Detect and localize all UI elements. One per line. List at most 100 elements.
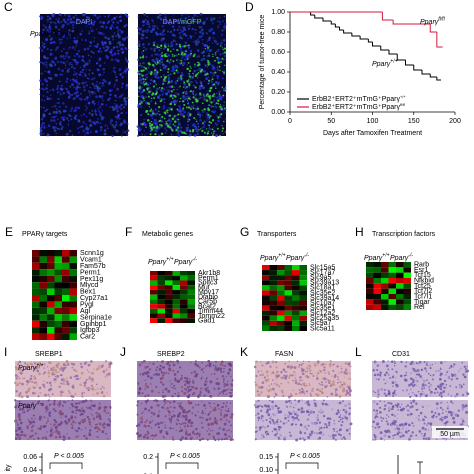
- texture-dot: [198, 87, 200, 90]
- texture-dot: [76, 435, 79, 438]
- texture-dot: [186, 424, 189, 426]
- texture-dot: [173, 19, 177, 23]
- texture-dot: [192, 41, 194, 43]
- texture-dot: [115, 96, 117, 99]
- texture-dot: [199, 416, 202, 419]
- heatmap-cell: [165, 304, 173, 309]
- texture-dot: [41, 82, 44, 86]
- texture-dot: [439, 394, 441, 396]
- gfp-dot: [219, 134, 221, 137]
- texture-dot: [188, 85, 190, 88]
- texture-dot: [45, 61, 48, 64]
- texture-dot: [71, 424, 74, 427]
- texture-dot: [40, 364, 43, 367]
- texture-dot: [439, 378, 442, 381]
- texture-dot: [193, 433, 196, 436]
- texture-dot: [331, 364, 334, 366]
- texture-dot: [137, 43, 141, 47]
- heatmap-cell: [292, 285, 300, 291]
- texture-dot: [103, 426, 106, 429]
- texture-dot: [294, 374, 296, 376]
- texture-dot: [78, 97, 81, 100]
- texture-dot: [228, 368, 231, 371]
- texture-dot: [33, 438, 35, 440]
- texture-dot: [114, 115, 117, 118]
- gfp-dot: [173, 103, 176, 106]
- texture-dot: [314, 364, 317, 367]
- texture-dot: [94, 112, 97, 114]
- texture-dot: [175, 43, 178, 46]
- heatmap-cell: [32, 327, 40, 334]
- texture-dot: [91, 82, 94, 86]
- texture-dot: [69, 376, 73, 379]
- texture-dot: [137, 134, 140, 137]
- heatmap-cell: [47, 301, 55, 308]
- texture-dot: [150, 90, 153, 92]
- texture-dot: [103, 132, 107, 136]
- gene-label: Tcf7l1: [414, 294, 432, 301]
- texture-dot: [180, 429, 184, 433]
- texture-dot: [81, 407, 83, 409]
- gfp-dot: [142, 78, 145, 81]
- texture-dot: [198, 35, 202, 39]
- texture-dot: [84, 418, 87, 421]
- texture-dot: [276, 412, 278, 414]
- texture-dot: [55, 132, 57, 135]
- texture-dot: [260, 370, 263, 372]
- gfp-dot: [185, 45, 187, 47]
- texture-dot: [320, 381, 323, 384]
- texture-dot: [149, 100, 153, 103]
- gfp-dot: [213, 130, 215, 133]
- heatmap-cell: [299, 285, 307, 291]
- texture-dot: [75, 377, 78, 381]
- texture-dot: [67, 418, 71, 422]
- texture-dot: [46, 20, 49, 23]
- texture-dot: [95, 113, 98, 116]
- texture-dot: [387, 422, 389, 425]
- texture-dot: [417, 373, 421, 376]
- texture-dot: [432, 373, 435, 376]
- texture-dot: [327, 421, 331, 425]
- texture-dot: [82, 85, 86, 89]
- texture-dot: [121, 76, 124, 79]
- legend-entry: ErbB2⁺ERT2⁺mTmG⁺Pparγfl/fl: [312, 102, 405, 111]
- text-part: Pparγ: [260, 255, 279, 262]
- texture-dot: [223, 438, 226, 441]
- texture-dot: [84, 427, 87, 429]
- texture-dot: [55, 110, 59, 114]
- texture-dot: [174, 65, 177, 68]
- heatmap-cell: [39, 307, 47, 315]
- texture-dot: [14, 366, 18, 369]
- texture-dot: [387, 416, 390, 418]
- heatmap-cell: [373, 272, 381, 278]
- heatmap-cell: [403, 262, 411, 268]
- texture-dot: [55, 102, 58, 105]
- texture-dot: [93, 45, 96, 48]
- texture-dot: [68, 67, 71, 70]
- texture-dot: [146, 92, 148, 95]
- texture-dot: [174, 40, 177, 43]
- heatmap-cell: [187, 285, 195, 290]
- texture-dot: [275, 366, 278, 369]
- texture-dot: [292, 419, 295, 422]
- texture-dot: [261, 381, 265, 384]
- superscript: -/-: [36, 401, 41, 407]
- texture-dot: [93, 394, 95, 396]
- texture-dot: [299, 431, 303, 435]
- gfp-dot: [179, 100, 181, 103]
- texture-dot: [415, 376, 417, 379]
- texture-dot: [112, 108, 115, 111]
- texture-dot: [121, 37, 125, 41]
- significance-bracket: [165, 462, 199, 469]
- texture-dot: [379, 374, 382, 377]
- gfp-dot: [154, 102, 157, 105]
- heatmap-cell: [396, 299, 404, 305]
- texture-dot: [439, 372, 443, 376]
- texture-dot: [192, 104, 195, 107]
- texture-dot: [34, 381, 38, 385]
- gfp-dot: [180, 59, 183, 62]
- texture-dot: [18, 418, 22, 421]
- texture-dot: [188, 24, 191, 27]
- heatmap-cell: [284, 280, 292, 286]
- texture-dot: [297, 418, 300, 421]
